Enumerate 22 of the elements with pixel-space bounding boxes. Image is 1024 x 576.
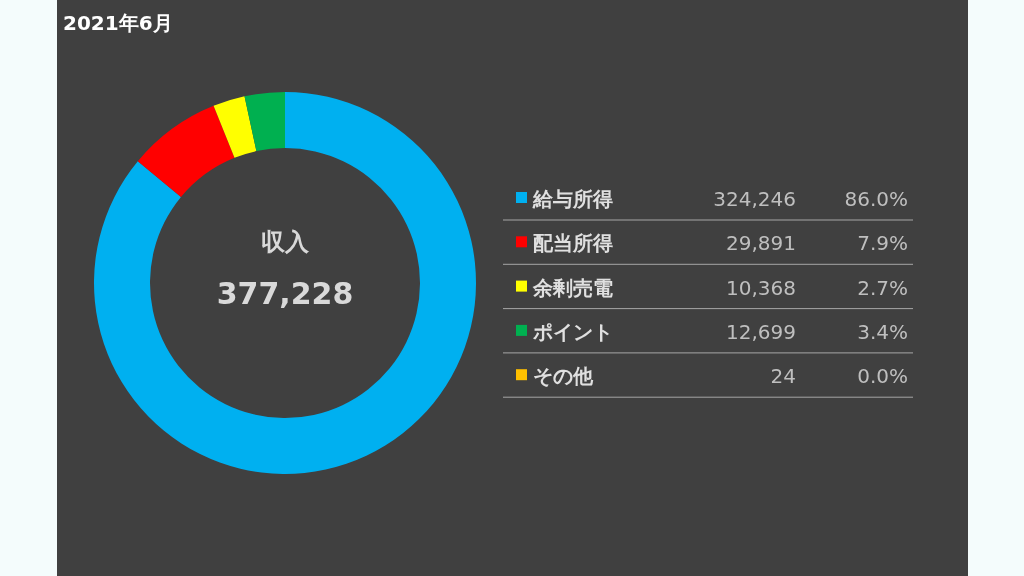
data-label: 7.9%: [857, 231, 908, 256]
chart-title: 2021年6月: [63, 11, 173, 35]
legend-label: ポイント: [532, 319, 613, 344]
donut-slice: [137, 105, 235, 197]
text: 29,891: [726, 231, 796, 256]
data-label: 86.0%: [844, 187, 908, 211]
legend-label: 給与所得: [532, 187, 613, 211]
legend-label: 余剰売電: [532, 275, 613, 300]
data-label: 2.7%: [857, 275, 908, 300]
data-label: 3.4%: [857, 319, 908, 344]
legend-label: その他: [533, 364, 594, 389]
legend-label: 配当所得: [533, 231, 613, 256]
text: 12,699: [726, 319, 796, 344]
text: 10,368: [726, 275, 796, 300]
donut-slice: [213, 96, 257, 158]
text: 0.0%: [857, 364, 908, 389]
text: 24: [770, 364, 796, 389]
text: 収入: [261, 228, 310, 256]
text: 324,246: [713, 187, 796, 211]
donut-slice: [94, 92, 476, 474]
donut-slice: [244, 92, 285, 152]
text: 377,228: [216, 276, 354, 311]
